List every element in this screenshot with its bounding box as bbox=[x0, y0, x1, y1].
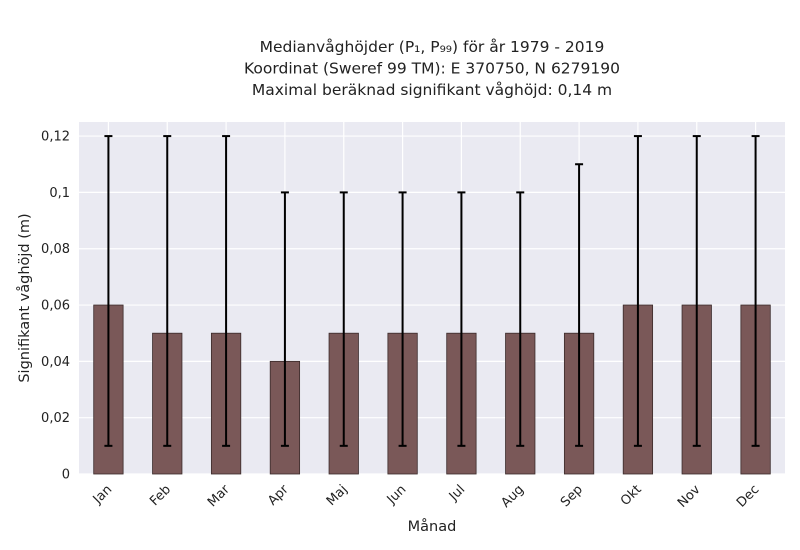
y-axis-ticks: 0 0,02 0,04 0,06 0,08 0,1 0,12 bbox=[41, 130, 70, 483]
chart-title-line: Koordinat (Sweref 99 TM): E 370750, N 62… bbox=[244, 60, 620, 78]
error-bar-aug bbox=[516, 191, 525, 447]
x-axis-label: Månad bbox=[408, 518, 457, 535]
chart-title-line: Medianvåghöjder (P₁, P₉₉) för år 1979 - … bbox=[260, 38, 605, 56]
x-tick-label-okt: Okt bbox=[618, 482, 645, 509]
x-tick-label-maj: Maj bbox=[324, 482, 351, 509]
y-tick-label: 0,1 bbox=[49, 186, 70, 201]
plot-area bbox=[79, 122, 785, 474]
x-tick-label-aug: Aug bbox=[499, 482, 528, 511]
y-axis-label: Signifikant våghöjd (m) bbox=[16, 213, 33, 382]
x-tick-label-jan: Jan bbox=[90, 482, 115, 507]
y-tick-label: 0,04 bbox=[41, 355, 70, 370]
x-tick-label-nov: Nov bbox=[675, 482, 704, 511]
x-tick-label-dec: Dec bbox=[734, 482, 762, 510]
x-tick-label-apr: Apr bbox=[265, 482, 292, 509]
x-tick-label-jun: Jun bbox=[384, 482, 410, 508]
x-tick-label-jul: Jul bbox=[446, 482, 468, 504]
error-bar-okt bbox=[633, 135, 642, 447]
error-bar-jul bbox=[457, 191, 466, 447]
y-tick-label: 0 bbox=[62, 468, 70, 483]
error-bars bbox=[104, 135, 760, 447]
error-bar-nov bbox=[692, 135, 701, 447]
error-bar-mar bbox=[222, 135, 231, 447]
error-bar-apr bbox=[280, 191, 289, 447]
y-tick-label: 0,02 bbox=[41, 411, 70, 426]
error-bar-dec bbox=[751, 135, 760, 447]
y-tick-label: 0,08 bbox=[41, 242, 70, 257]
y-tick-label: 0,12 bbox=[41, 130, 70, 145]
error-bar-sep bbox=[575, 163, 584, 447]
y-tick-label: 0,06 bbox=[41, 299, 70, 314]
x-tick-label-feb: Feb bbox=[147, 482, 174, 509]
x-axis-ticks: Jan Feb Mar Apr Maj Jun Jul Aug Sep Okt Nov Dec bbox=[90, 482, 763, 511]
error-bar-jan bbox=[104, 135, 113, 447]
error-bar-maj bbox=[339, 191, 348, 447]
chart-title: Medianvåghöjder (P₁, P₉₉) för år 1979 - … bbox=[244, 38, 620, 99]
x-tick-label-sep: Sep bbox=[558, 482, 586, 510]
error-bar-feb bbox=[163, 135, 172, 447]
chart-title-line: Maximal beräknad signifikant våghöjd: 0,… bbox=[252, 81, 612, 99]
error-bar-jun bbox=[398, 191, 407, 447]
x-tick-label-mar: Mar bbox=[205, 482, 233, 510]
